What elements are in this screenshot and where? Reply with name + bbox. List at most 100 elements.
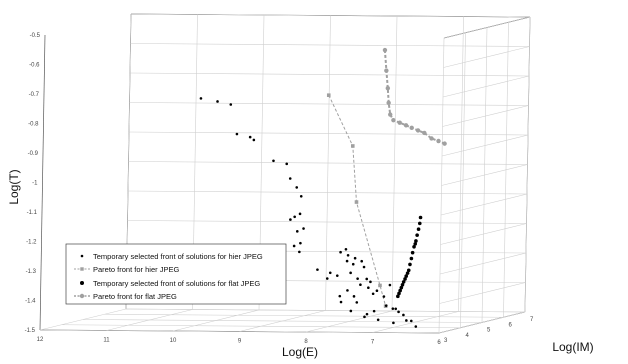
legend-marker-flat-pareto	[79, 293, 85, 299]
data-point	[353, 256, 357, 260]
data-point	[352, 295, 356, 298]
data-point	[355, 301, 359, 304]
data-point	[405, 319, 408, 322]
data-point	[385, 85, 391, 91]
data-point	[422, 130, 427, 136]
data-point	[397, 291, 401, 296]
legend-label-flat-front: Temporary selected front of solutions fo…	[93, 279, 260, 288]
data-point	[359, 283, 362, 286]
data-point	[415, 233, 419, 237]
data-point	[298, 212, 302, 216]
data-point	[248, 135, 252, 139]
data-point	[229, 103, 233, 106]
grid-line	[104, 313, 504, 318]
data-point	[351, 262, 355, 266]
z-tick-label: -1	[32, 181, 38, 187]
data-point	[335, 274, 339, 277]
data-point	[369, 280, 372, 284]
data-point	[289, 218, 292, 221]
legend-marker-flat-front	[80, 281, 84, 285]
data-point	[398, 288, 402, 293]
data-point	[413, 242, 418, 246]
data-point	[401, 280, 406, 284]
data-point	[408, 262, 412, 267]
data-point	[386, 100, 391, 106]
grid-line	[61, 324, 461, 329]
grid-line	[481, 27, 488, 323]
z-tick-label: -0.7	[29, 92, 40, 98]
z-tick-label: -1.4	[25, 299, 36, 305]
data-point	[409, 256, 414, 261]
data-point	[376, 318, 380, 322]
data-point	[365, 312, 369, 316]
z-tick-label: -1.2	[26, 240, 37, 246]
data-point	[391, 307, 395, 310]
legend-marker-hier-front	[80, 254, 84, 258]
grid-line	[458, 16, 464, 312]
data-point	[199, 97, 203, 100]
grid-line	[503, 22, 509, 318]
data-point	[388, 112, 393, 117]
x-tick-label: 8	[304, 339, 308, 345]
data-point	[382, 295, 386, 298]
data-point	[406, 268, 411, 273]
data-point	[396, 294, 400, 299]
data-point	[363, 315, 366, 319]
data-point	[414, 325, 418, 328]
data-point	[394, 307, 398, 311]
legend-marker-hier-pareto	[80, 267, 84, 271]
data-point	[288, 177, 292, 180]
data-point	[299, 194, 303, 198]
legend: Temporary selected front of solutions fo…	[65, 243, 287, 305]
data-point	[350, 144, 355, 148]
data-point	[325, 277, 329, 280]
series-2	[199, 97, 418, 328]
data-point	[298, 250, 301, 254]
data-point	[388, 283, 392, 287]
data-point	[371, 292, 375, 296]
x-tick-label: 6	[437, 340, 441, 346]
data-point	[436, 138, 441, 144]
x-tick-label: 12	[37, 337, 44, 343]
grid-line	[39, 329, 440, 334]
data-point	[295, 230, 299, 233]
data-point	[409, 125, 414, 131]
plot-area	[199, 47, 447, 328]
series-0	[396, 215, 423, 299]
tick-labels: 12 11 10 9 8 7 6 34567-0.5-0.6-0.7-0.8-0.9-1-1.…	[25, 33, 534, 346]
data-point	[403, 277, 407, 281]
z-tick-label: -1.3	[26, 269, 37, 275]
data-point	[442, 141, 447, 146]
y-axis-label: Log(IM)	[552, 340, 593, 354]
data-point	[416, 227, 421, 232]
data-point	[375, 289, 379, 293]
data-point	[418, 215, 423, 220]
data-point	[391, 117, 396, 123]
data-point	[346, 254, 350, 257]
data-point	[372, 309, 376, 313]
data-point	[412, 244, 416, 249]
grid-line	[325, 15, 331, 311]
z-axis-line	[39, 34, 46, 331]
data-point	[299, 241, 302, 245]
grid	[39, 13, 531, 334]
data-point	[344, 247, 348, 251]
data-point	[345, 259, 349, 263]
z-tick-label: -1.1	[27, 210, 38, 216]
data-point	[392, 321, 395, 325]
grid-line	[438, 37, 445, 334]
data-point	[378, 283, 382, 288]
y-tick-label: 5	[487, 328, 491, 334]
data-point	[339, 300, 343, 304]
data-point	[415, 128, 421, 133]
series-3	[382, 47, 447, 146]
y-tick-label: 3	[444, 338, 448, 344]
series-line	[383, 49, 445, 145]
data-point	[384, 304, 388, 307]
data-point	[384, 68, 389, 73]
z-tick-label: -0.9	[28, 151, 39, 157]
data-point	[338, 294, 342, 298]
z-axis-label: Log(T)	[7, 169, 21, 204]
x-axis-label: Log(E)	[282, 345, 318, 359]
